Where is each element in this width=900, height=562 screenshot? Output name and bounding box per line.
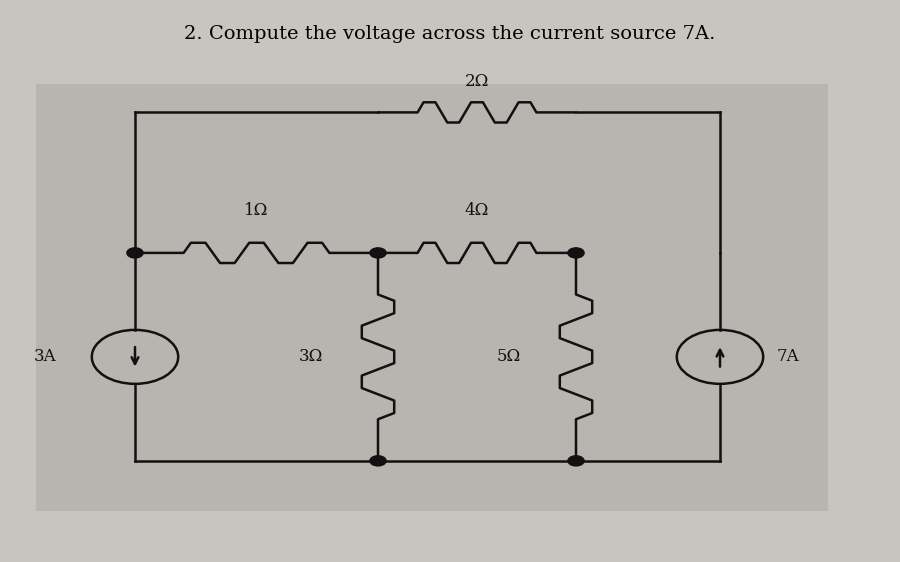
Text: 2. Compute the voltage across the current source 7A.: 2. Compute the voltage across the curren… (184, 25, 716, 43)
Text: 1Ω: 1Ω (244, 202, 269, 219)
Text: 5Ω: 5Ω (497, 348, 520, 365)
Circle shape (127, 248, 143, 258)
Bar (36, 84, 828, 511)
Circle shape (568, 456, 584, 466)
Text: 4Ω: 4Ω (464, 202, 490, 219)
Circle shape (370, 248, 386, 258)
Text: 3Ω: 3Ω (298, 348, 323, 365)
Circle shape (568, 248, 584, 258)
Text: 2Ω: 2Ω (464, 73, 490, 90)
Text: 3A: 3A (33, 348, 57, 365)
Circle shape (370, 456, 386, 466)
Text: 7A: 7A (776, 348, 799, 365)
